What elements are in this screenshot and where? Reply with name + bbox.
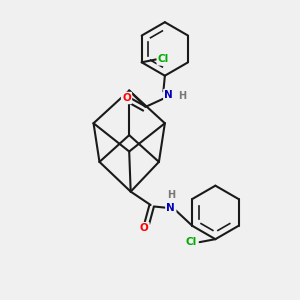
- Text: N: N: [164, 90, 173, 100]
- Text: O: O: [122, 93, 131, 103]
- Text: Cl: Cl: [185, 237, 196, 247]
- Text: O: O: [140, 223, 148, 233]
- Text: H: H: [178, 91, 186, 101]
- Text: Cl: Cl: [158, 54, 169, 64]
- Text: H: H: [167, 190, 175, 200]
- Text: N: N: [167, 203, 175, 213]
